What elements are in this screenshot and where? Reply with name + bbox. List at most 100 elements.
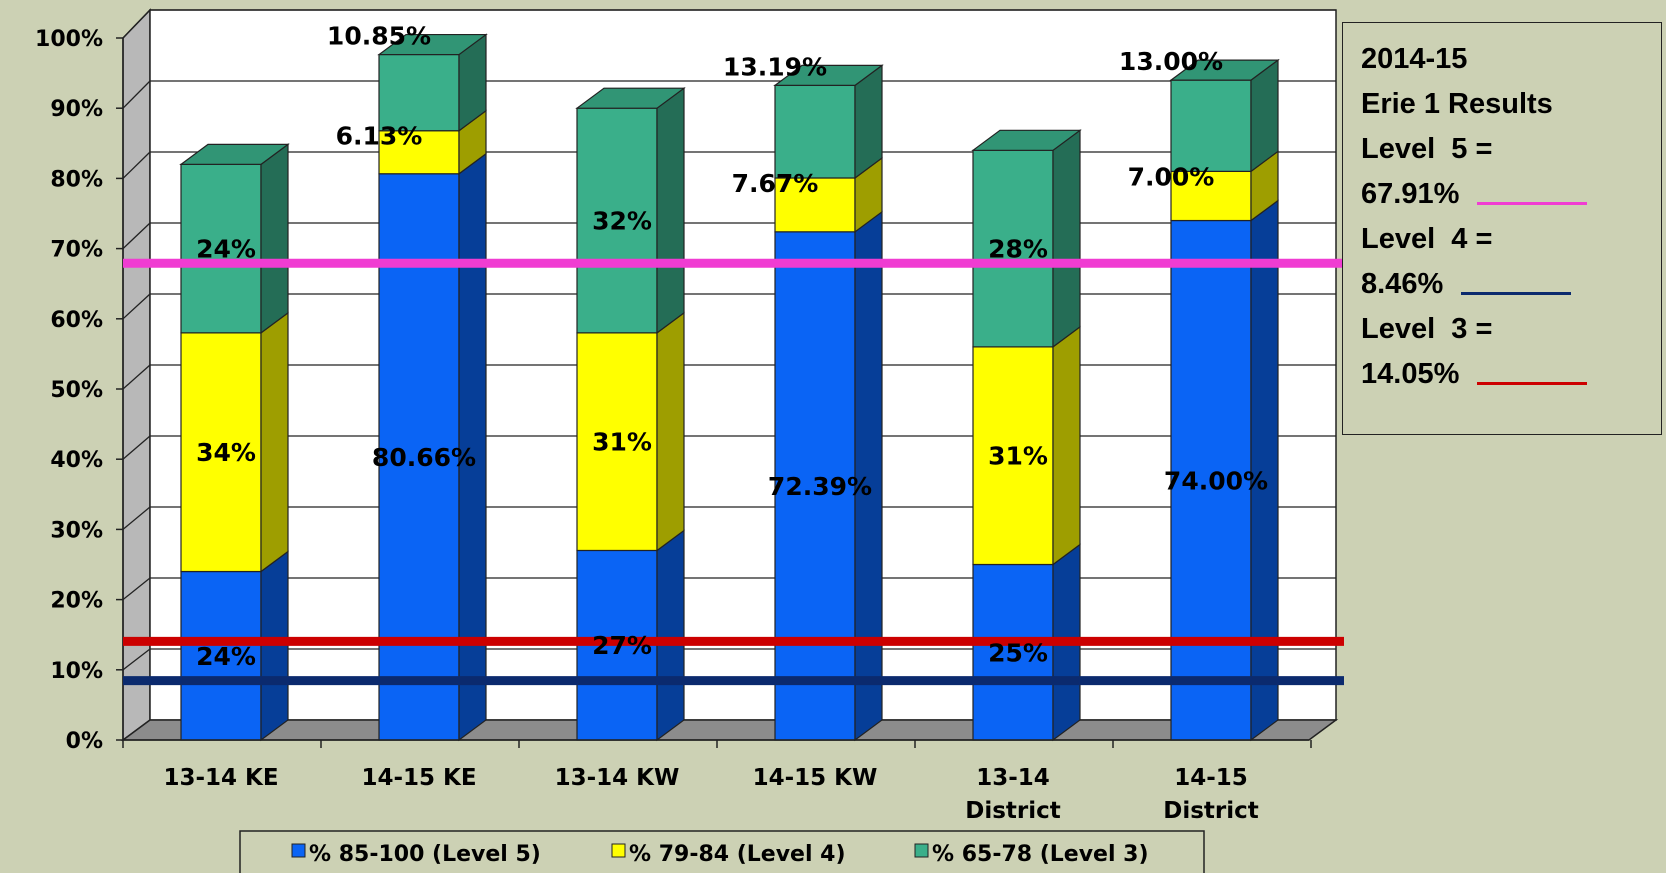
x-tick-label: 14-15 KE xyxy=(361,765,476,791)
bar-top-face xyxy=(575,87,686,109)
bars xyxy=(179,33,1280,742)
gridline-side xyxy=(122,9,151,39)
y-tick-label: 10% xyxy=(50,659,103,684)
level5-line-swatch xyxy=(1477,202,1588,205)
y-tick-label: 90% xyxy=(50,97,103,122)
data-label: 24% xyxy=(196,235,256,264)
data-label: 74.00% xyxy=(1164,466,1268,495)
gridlines xyxy=(122,9,1336,671)
bar-segment-front xyxy=(774,84,856,179)
data-label: 27% xyxy=(592,631,652,660)
gridline-side xyxy=(122,151,151,179)
bar-segment-front xyxy=(180,570,262,741)
y-tick-label: 20% xyxy=(50,589,103,614)
x-tick-label: District xyxy=(965,798,1061,824)
bar-segment-front xyxy=(180,332,262,573)
bar-segment-front xyxy=(576,107,658,334)
gridline-side xyxy=(122,435,151,460)
x-tick-label: District xyxy=(1163,798,1259,824)
bar-segment-front xyxy=(774,231,856,741)
level3-line-swatch xyxy=(1477,382,1588,385)
data-label: 7.67% xyxy=(732,169,819,198)
gridline-side xyxy=(122,80,151,109)
legend-swatch xyxy=(914,843,929,858)
legend: % 85-100 (Level 5) % 79-84 (Level 4) % 65-… xyxy=(239,830,1205,873)
data-label: 25% xyxy=(988,638,1048,667)
reference-lines xyxy=(123,258,1344,686)
side-wall xyxy=(122,8,151,742)
info-level5-row: 67.91% xyxy=(1361,172,1661,217)
bar-segment-front xyxy=(1170,219,1252,741)
data-label: 13.00% xyxy=(1119,47,1223,76)
gridline-side xyxy=(122,648,151,671)
bar-segment-side xyxy=(1052,325,1081,566)
data-labels: 24% 34% 24% 80.66% 6.13% 10.85% 27% 31% 32% 72.39… xyxy=(196,22,1268,671)
level4-line-swatch xyxy=(1461,292,1572,295)
x-axis: 13-14 KE 14-15 KE 13-14 KW 14-15 KW 13-14 Dis… xyxy=(122,739,1312,824)
data-label: 13.19% xyxy=(723,52,827,81)
y-tick-label: 30% xyxy=(50,518,103,543)
y-tick-label: 70% xyxy=(50,238,103,263)
y-axis: 0% 10% 20% 30% 40% 50% 60% 70% 80% 90% 100% xyxy=(35,27,124,754)
x-tick-label: 13-14 xyxy=(976,765,1050,791)
bar-segment-front xyxy=(972,149,1054,348)
bar-top-face xyxy=(1169,59,1280,81)
x-tick-label: 13-14 KW xyxy=(555,765,680,791)
y-tick-label: 60% xyxy=(50,308,103,333)
bar-segment-side xyxy=(656,87,685,335)
bar-top-face xyxy=(773,64,884,86)
info-level4-label: Level 4 = xyxy=(1361,223,1493,255)
data-label: 31% xyxy=(988,442,1048,471)
bar-top-face xyxy=(179,143,290,165)
gridline-side xyxy=(122,506,151,530)
y-tick-label: 50% xyxy=(50,378,103,403)
x-tick-label: 14-15 xyxy=(1174,765,1248,791)
plot-area xyxy=(120,8,1339,742)
legend-swatch xyxy=(291,843,306,858)
bar-segment-side xyxy=(260,311,289,573)
bar-top-face xyxy=(971,129,1082,151)
gridline-side xyxy=(122,364,151,390)
gridline-side xyxy=(122,293,151,320)
gridline-side xyxy=(122,222,151,250)
bar-segment-front xyxy=(1170,79,1252,172)
y-tick-label: 0% xyxy=(66,729,103,754)
x-tick-label: 14-15 KW xyxy=(753,765,878,791)
info-level4-row: 8.46% xyxy=(1361,262,1661,307)
info-title: 2014-15 xyxy=(1361,43,1468,75)
y-tick-label: 40% xyxy=(50,448,103,473)
bar-segment-front xyxy=(972,346,1054,566)
bar-segment-front xyxy=(378,53,460,132)
legend-swatch xyxy=(611,843,626,858)
data-label: 32% xyxy=(592,207,652,236)
data-label: 34% xyxy=(196,438,256,467)
x-tick-label: 13-14 KE xyxy=(163,765,278,791)
bar-segment-side xyxy=(656,311,685,552)
data-label: 31% xyxy=(592,428,652,457)
bar-segment-front xyxy=(180,163,262,334)
data-label: 80.66% xyxy=(372,443,476,472)
bar-segment-side xyxy=(260,143,289,335)
data-label: 28% xyxy=(988,235,1048,264)
info-level3-row: 14.05% xyxy=(1361,352,1661,397)
y-tick-label: 80% xyxy=(50,167,103,192)
data-label: 24% xyxy=(196,642,256,671)
data-label: 7.00% xyxy=(1128,162,1215,191)
gridline-side xyxy=(122,577,151,601)
bar-segment-front xyxy=(972,563,1054,741)
bar-top-face xyxy=(377,33,488,56)
bar-segment-side xyxy=(1052,129,1081,349)
bar-segment-side xyxy=(656,529,685,742)
info-subtitle: Erie 1 Results xyxy=(1361,88,1553,120)
info-level4-value: 8.46% xyxy=(1361,268,1444,300)
data-label: 72.39% xyxy=(768,472,872,501)
data-label: 10.85% xyxy=(327,22,431,51)
data-label: 6.13% xyxy=(336,122,423,151)
y-tick-label: 100% xyxy=(35,27,103,52)
info-level3-value: 14.05% xyxy=(1361,358,1460,390)
legend-label: % 79-84 (Level 4) xyxy=(629,842,846,867)
info-level5-label: Level 5 = xyxy=(1361,133,1493,165)
info-level3-label: Level 3 = xyxy=(1361,313,1493,345)
legend-box xyxy=(239,830,1205,873)
